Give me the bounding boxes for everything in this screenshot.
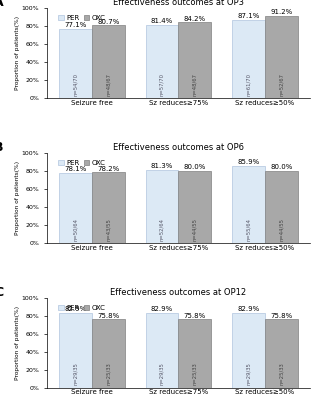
Text: n=52/64: n=52/64 — [159, 218, 164, 240]
Title: Effectiveness outcomes at OP12: Effectiveness outcomes at OP12 — [110, 288, 246, 297]
Text: n=55/64: n=55/64 — [246, 218, 251, 240]
Text: 78.1%: 78.1% — [64, 166, 86, 172]
Text: n=52/67: n=52/67 — [279, 73, 284, 96]
Bar — [178, 320, 211, 388]
Title: Effectiveness outcomes at OP6: Effectiveness outcomes at OP6 — [113, 143, 244, 152]
Bar — [265, 16, 298, 98]
Bar — [92, 172, 125, 243]
Text: n=29/35: n=29/35 — [246, 362, 251, 385]
Text: 81.3%: 81.3% — [151, 163, 173, 169]
Text: n=29/35: n=29/35 — [159, 362, 164, 385]
Text: 80.0%: 80.0% — [270, 164, 293, 170]
Text: n=25/33: n=25/33 — [279, 362, 284, 385]
Bar — [178, 171, 211, 243]
Bar — [232, 20, 265, 98]
Text: n=48/67: n=48/67 — [106, 73, 111, 96]
Bar — [178, 22, 211, 98]
Y-axis label: Proportion of patients(%): Proportion of patients(%) — [15, 16, 20, 90]
Text: B: B — [0, 141, 4, 154]
Bar — [92, 320, 125, 388]
Legend: PER, OXC: PER, OXC — [56, 157, 108, 169]
Text: n=25/33: n=25/33 — [192, 362, 198, 385]
Text: 80.7%: 80.7% — [97, 19, 120, 25]
Bar — [146, 170, 178, 243]
Text: n=50/64: n=50/64 — [73, 218, 78, 240]
Text: n=43/55: n=43/55 — [106, 218, 111, 240]
Text: 87.1%: 87.1% — [237, 13, 260, 19]
Text: n=61/70: n=61/70 — [246, 73, 251, 96]
Text: 84.2%: 84.2% — [184, 16, 206, 22]
Text: n=48/67: n=48/67 — [192, 73, 198, 96]
Legend: PER, OXC: PER, OXC — [56, 12, 108, 24]
Bar — [59, 172, 92, 243]
Text: 78.2%: 78.2% — [97, 166, 119, 172]
Text: 75.8%: 75.8% — [270, 313, 293, 319]
Text: n=44/55: n=44/55 — [192, 218, 198, 240]
Text: n=44/55: n=44/55 — [279, 218, 284, 240]
Bar — [232, 313, 265, 388]
Text: n=54/70: n=54/70 — [73, 73, 78, 96]
Text: 75.8%: 75.8% — [97, 313, 119, 319]
Bar — [265, 320, 298, 388]
Text: 82.9%: 82.9% — [238, 306, 260, 312]
Bar — [265, 171, 298, 243]
Text: 80.0%: 80.0% — [184, 164, 206, 170]
Text: 77.1%: 77.1% — [64, 22, 86, 28]
Text: 81.4%: 81.4% — [151, 18, 173, 24]
Text: 82.9%: 82.9% — [64, 306, 86, 312]
Y-axis label: Proportion of patients(%): Proportion of patients(%) — [15, 161, 20, 235]
Bar — [232, 166, 265, 243]
Text: 85.9%: 85.9% — [238, 159, 260, 165]
Text: A: A — [0, 0, 4, 9]
Bar — [92, 26, 125, 98]
Text: 75.8%: 75.8% — [184, 313, 206, 319]
Text: n=57/70: n=57/70 — [159, 73, 164, 96]
Legend: PER, OXC: PER, OXC — [56, 302, 108, 314]
Text: 82.9%: 82.9% — [151, 306, 173, 312]
Bar — [146, 25, 178, 98]
Bar — [59, 29, 92, 98]
Y-axis label: Proportion of patients(%): Proportion of patients(%) — [15, 306, 20, 380]
Bar — [59, 313, 92, 388]
Title: Effectiveness outcomes at OP3: Effectiveness outcomes at OP3 — [113, 0, 244, 7]
Bar — [146, 313, 178, 388]
Text: C: C — [0, 286, 3, 299]
Text: 91.2%: 91.2% — [270, 9, 293, 15]
Text: n=29/35: n=29/35 — [73, 362, 78, 385]
Text: n=25/33: n=25/33 — [106, 362, 111, 385]
